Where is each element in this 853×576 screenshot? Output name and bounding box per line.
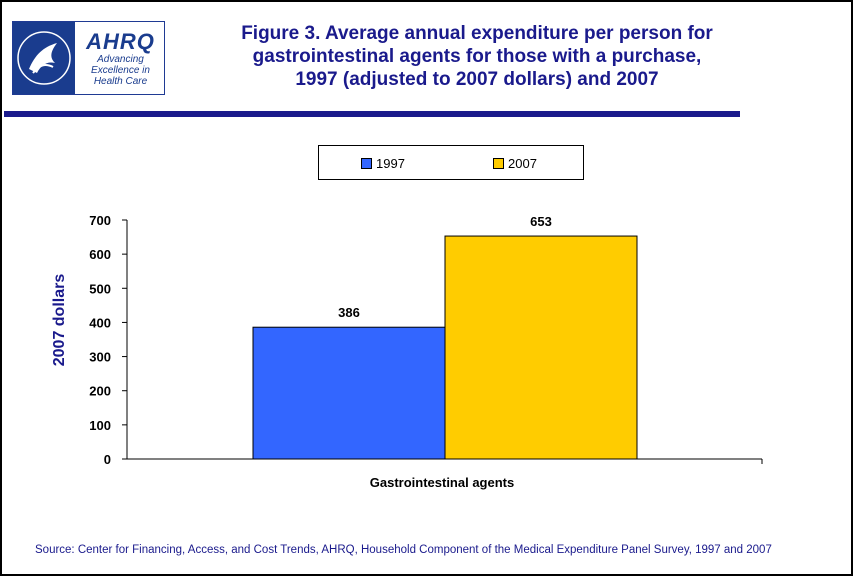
- y-tick-label: 100: [89, 418, 111, 433]
- logo-tagline-1: Advancing: [97, 53, 144, 65]
- bar-2007: [444, 235, 638, 460]
- legend-label-2007: 2007: [508, 156, 537, 171]
- x-category-label: Gastrointestinal agents: [369, 475, 515, 490]
- y-tick-label: 0: [104, 452, 111, 467]
- legend: 1997 2007: [318, 145, 584, 180]
- ahrq-logo: AHRQ Advancing Excellence in Health Care: [12, 21, 165, 95]
- y-tick-label: 400: [89, 315, 111, 330]
- chart-title: Figure 3. Average annual expenditure per…: [177, 22, 777, 91]
- chart-title-line-1: Figure 3. Average annual expenditure per…: [241, 23, 713, 44]
- y-tick-label: 500: [89, 281, 111, 296]
- logo-tagline-3: Health Care: [93, 75, 148, 87]
- legend-label-1997: 1997: [376, 156, 405, 171]
- data-label-1997: 386: [338, 305, 360, 320]
- logo-tagline-2: Excellence in: [91, 64, 150, 76]
- logo-text-block: AHRQ Advancing Excellence in Health Care: [75, 22, 164, 94]
- logo-mark: AHRQ: [86, 28, 155, 54]
- y-tick-label: 200: [89, 384, 111, 399]
- legend-item-1997: 1997: [361, 156, 405, 171]
- y-axis-title: 2007 dollars: [51, 273, 68, 367]
- data-label-2007: 653: [530, 214, 552, 229]
- y-tick-label: 300: [89, 350, 111, 365]
- legend-swatch-1997: [361, 158, 372, 169]
- hhs-seal-icon: [13, 22, 75, 94]
- bar-1997: [252, 326, 446, 460]
- legend-swatch-2007: [493, 158, 504, 169]
- legend-item-2007: 2007: [493, 156, 537, 171]
- chart-title-line-3: 1997 (adjusted to 2007 dollars) and 2007: [295, 69, 659, 90]
- source-note: Source: Center for Financing, Access, an…: [35, 544, 772, 556]
- title-rule: [4, 111, 740, 117]
- y-tick-label: 700: [89, 213, 111, 228]
- y-tick-label: 600: [89, 247, 111, 262]
- chart-title-line-2: gastrointestinal agents for those with a…: [252, 46, 702, 67]
